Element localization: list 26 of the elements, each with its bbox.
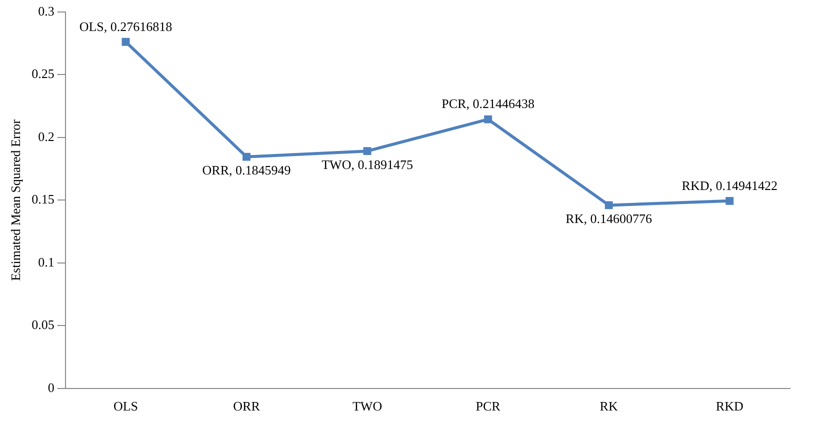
y-tick-label: 0.2 bbox=[38, 128, 54, 144]
x-tick-label: TWO bbox=[352, 398, 382, 414]
data-label: TWO, 0.1891475 bbox=[322, 157, 413, 172]
data-label: RKD, 0.14941422 bbox=[682, 178, 778, 193]
point bbox=[363, 147, 372, 156]
y-tick-label: 0.3 bbox=[38, 3, 54, 18]
point bbox=[726, 196, 734, 205]
data-label: RK, 0.14600776 bbox=[566, 211, 652, 226]
point bbox=[484, 115, 492, 124]
y-tick-label: 0.05 bbox=[32, 317, 54, 332]
point bbox=[122, 38, 130, 46]
point bbox=[242, 152, 250, 161]
data-label: PCR, 0.21446438 bbox=[442, 96, 534, 112]
data-label: ORR, 0.1845949 bbox=[202, 162, 291, 178]
y-tick-label: 0.25 bbox=[32, 66, 54, 82]
point bbox=[604, 201, 613, 210]
x-tick-label: OLS bbox=[113, 398, 138, 414]
data-label: OLS, 0.27616818 bbox=[79, 18, 172, 34]
y-axis-title: Estimated Mean Squared Error bbox=[8, 118, 24, 281]
x-tick-label: PCR bbox=[476, 398, 501, 414]
y-tick-label: 0.1 bbox=[38, 254, 54, 270]
x-tick-label: RKD bbox=[716, 398, 744, 414]
x-tick-label: RK bbox=[600, 398, 618, 414]
y-tick-label: 0 bbox=[48, 380, 54, 395]
x-tick-label: ORR bbox=[233, 398, 260, 414]
y-tick-label: 0.15 bbox=[32, 192, 54, 207]
